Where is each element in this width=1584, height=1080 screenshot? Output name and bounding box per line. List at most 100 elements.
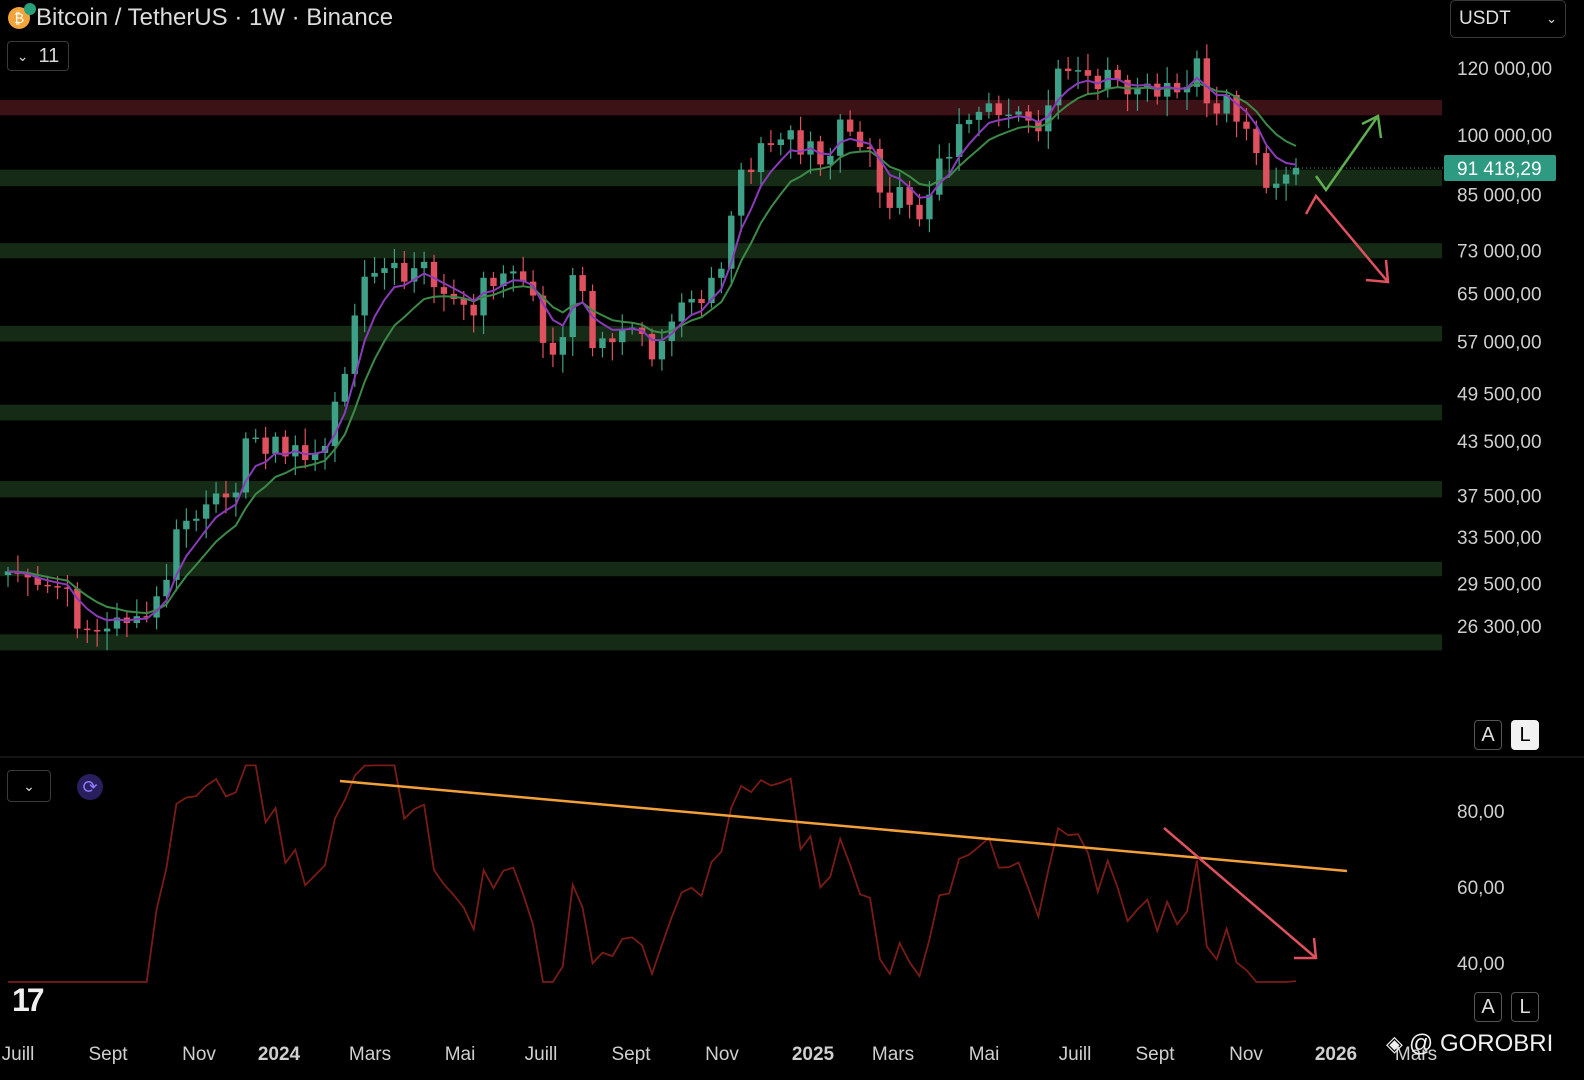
candle-body (302, 445, 309, 460)
price-tick-label: 85 000,00 (1457, 186, 1542, 207)
candle-body (272, 436, 279, 454)
candle-body (886, 192, 893, 208)
rsi-trendline (339, 779, 1348, 873)
candle-body (856, 131, 864, 147)
time-tick-label: Mai (445, 1044, 476, 1065)
candle-body (1164, 83, 1171, 97)
candle-body (1064, 68, 1072, 72)
chevron-down-icon: ⌄ (16, 47, 29, 64)
rsi-log-scale-button[interactable]: L (1511, 992, 1539, 1022)
candle-body (143, 616, 150, 618)
candle-body (1263, 153, 1270, 188)
candle-body (381, 268, 388, 273)
candle-body (1253, 128, 1260, 154)
bitcoin-icon: ₿ (8, 3, 36, 29)
watermark: ◈ @ GOROBRI (1386, 1030, 1553, 1058)
candle-body (282, 436, 289, 457)
auto-scale-button[interactable]: A (1474, 720, 1502, 750)
candle-body (985, 103, 993, 112)
time-tick-label: Sept (611, 1044, 651, 1065)
candle-body (54, 586, 61, 588)
price-zones (0, 99, 1584, 758)
candle-body (1005, 114, 1012, 117)
chevron-down-icon: ⌄ (23, 777, 35, 794)
candle-body (500, 273, 507, 287)
candle-body (252, 437, 259, 440)
candle-body (658, 340, 666, 360)
time-tick-label: 2024 (258, 1044, 301, 1065)
candle-body (183, 520, 190, 530)
bearish-arrow (1304, 193, 1389, 283)
candle-body (1213, 103, 1220, 114)
zone-green-6 (0, 561, 1442, 577)
candle-body (708, 277, 715, 304)
price-tick-label: 43 500,00 (1457, 432, 1542, 453)
candle-body (747, 169, 755, 173)
candle-body (1035, 120, 1042, 132)
candle-body (371, 272, 378, 277)
bullish-arrow (1314, 115, 1380, 193)
time-tick-label: Mars (872, 1044, 914, 1065)
candle-body (1025, 111, 1032, 121)
candle-body (767, 143, 775, 146)
candle-body (113, 617, 121, 629)
currency-value: USDT (1459, 8, 1511, 29)
candle-body (837, 119, 844, 156)
candle-body (916, 204, 923, 220)
candle-body (797, 130, 804, 155)
candle-body (242, 438, 249, 493)
candle-body (688, 299, 695, 303)
price-scale: 120 000,00 100 000,00 85 000,00 73 000,00 65… (1290, 59, 1556, 638)
candle-body (995, 103, 1002, 115)
currency-select[interactable]: USDT ⌄ (1450, 0, 1566, 38)
candle-body (589, 291, 596, 349)
binance-icon: ◈ (1386, 1031, 1403, 1056)
zone-green-4 (0, 404, 1442, 421)
log-scale-button[interactable]: L (1511, 720, 1539, 750)
candle-body (1114, 69, 1121, 80)
time-tick-label: Nov (1229, 1044, 1263, 1065)
indicator-toggle-button[interactable]: ⌄ 11 (7, 41, 69, 71)
candle-body (440, 287, 448, 294)
time-tick-label: Juill (2, 1044, 35, 1065)
zone-green-7 (0, 634, 1442, 651)
annotations (1304, 114, 1390, 284)
time-tick-label: Sept (1135, 1044, 1175, 1065)
candle-body (965, 119, 973, 125)
candle-body (1282, 174, 1290, 184)
candle-body (1045, 105, 1052, 132)
candle-body (906, 187, 913, 205)
time-tick-label: Mars (1395, 1044, 1437, 1065)
candle-body (757, 143, 765, 173)
price-tick-label: 29 500,00 (1457, 575, 1542, 596)
sync-icon[interactable]: ⟳ (77, 774, 103, 800)
candle-body (391, 262, 398, 269)
candle-body (728, 215, 735, 269)
candle-body (946, 156, 953, 159)
zone-green-2 (0, 243, 1442, 259)
candle-body (411, 268, 418, 282)
candle-body (420, 261, 428, 269)
zone-green-1 (0, 169, 1442, 187)
candle-body (936, 158, 943, 195)
time-axis: Juill Sept Nov 2024 Mars Mai Juill Sept Nov 2025 M… (2, 1044, 1437, 1065)
chart-header: ₿ Bitcoin / TetherUS · 1W · Binance (8, 3, 394, 32)
rsi-auto-scale-button[interactable]: A (1474, 992, 1502, 1022)
time-tick-label: Nov (182, 1044, 216, 1065)
rsi-collapse-button[interactable]: ⌄ (7, 770, 51, 802)
time-tick-label: Mai (969, 1044, 1000, 1065)
candle-body (361, 276, 368, 316)
candle-body (896, 187, 903, 208)
candle-body (470, 304, 477, 316)
candle-body (510, 271, 517, 274)
time-tick-label: Nov (705, 1044, 739, 1065)
candle-body (460, 299, 467, 305)
candle-body (1233, 94, 1240, 122)
time-tick-label: Mars (349, 1044, 391, 1065)
candle-body (202, 504, 210, 519)
candle-body (232, 492, 240, 498)
candle-body (34, 577, 41, 585)
symbol-title[interactable]: Bitcoin / TetherUS · 1W · Binance (36, 4, 394, 31)
rsi-pane: 80,00 60,00 40,00 (8, 764, 1505, 983)
